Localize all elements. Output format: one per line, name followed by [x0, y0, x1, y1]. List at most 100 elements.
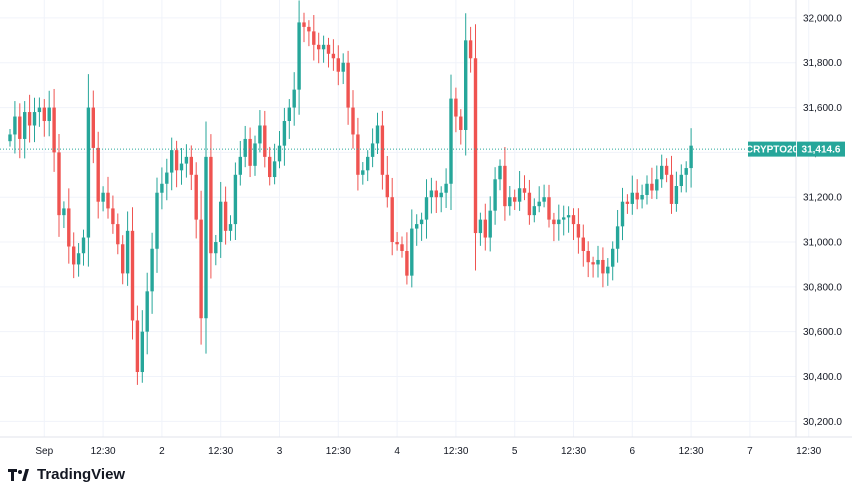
- candle: [282, 107, 287, 166]
- candle-body: [390, 197, 394, 243]
- candle: [125, 211, 130, 286]
- candle-body: [660, 165, 664, 180]
- symbol-tag-label: CRYPTO20: [746, 145, 799, 156]
- candle-body: [625, 201, 630, 204]
- candle: [336, 45, 340, 86]
- candle: [32, 97, 37, 143]
- candle: [596, 245, 600, 278]
- candle-body: [581, 237, 585, 251]
- candle-body: [429, 190, 434, 198]
- candle-body: [532, 206, 536, 216]
- candle: [615, 209, 620, 263]
- candle-body: [268, 156, 272, 178]
- candle: [444, 168, 448, 208]
- candle: [669, 155, 674, 214]
- candle: [674, 171, 679, 212]
- candle: [179, 148, 184, 185]
- time-tick-label: 12:30: [443, 446, 468, 457]
- candle-body: [488, 210, 492, 238]
- candle: [42, 99, 46, 137]
- candle-body: [508, 197, 512, 207]
- candle: [67, 188, 71, 264]
- candle-body: [302, 22, 306, 27]
- symbol-tag-bg: [748, 141, 796, 157]
- brand-name: TradingView: [37, 466, 126, 483]
- candle-body: [253, 143, 257, 166]
- candle-body: [160, 183, 164, 193]
- candle-body: [341, 62, 345, 72]
- candle: [390, 177, 394, 256]
- candle-body: [219, 201, 223, 243]
- candle: [23, 101, 27, 159]
- last-price-label: 31,414.6: [802, 145, 841, 156]
- candle-body: [468, 40, 473, 59]
- candle: [532, 198, 536, 223]
- candle-body: [503, 165, 507, 207]
- time-tick-label: 4: [394, 446, 400, 457]
- candle: [464, 13, 468, 156]
- candle: [508, 186, 512, 216]
- tradingview-logo-icon: [8, 468, 29, 481]
- candle: [395, 232, 399, 251]
- candle-body: [209, 156, 213, 254]
- candle-body: [37, 107, 42, 113]
- candle-body: [415, 224, 419, 229]
- candle-body: [400, 244, 404, 251]
- candle-body: [272, 161, 277, 178]
- time-tick-label: 12:30: [796, 446, 821, 457]
- candle: [566, 206, 571, 233]
- time-tick-label: 7: [747, 446, 753, 457]
- candle: [684, 161, 688, 193]
- candle: [630, 175, 634, 215]
- candle-body: [263, 125, 267, 157]
- candle-body: [679, 174, 683, 187]
- price-tick-label: 30,800.0: [803, 282, 842, 293]
- candle-body: [498, 165, 502, 180]
- time-tick-label: 6: [630, 446, 636, 457]
- candle-body: [101, 192, 105, 202]
- candle-body: [194, 174, 198, 220]
- candle: [581, 224, 585, 267]
- candle-body: [395, 242, 399, 245]
- candle-body: [326, 44, 331, 54]
- candle: [52, 88, 56, 172]
- candle: [571, 208, 576, 241]
- candle: [346, 50, 350, 125]
- candle: [116, 213, 120, 255]
- candle: [27, 94, 32, 143]
- price-tick-label: 31,000.0: [803, 238, 842, 249]
- candle: [223, 186, 228, 245]
- candle-body: [170, 150, 174, 173]
- candle: [498, 159, 502, 191]
- candle: [321, 35, 326, 63]
- candle: [576, 208, 581, 254]
- price-tick-label: 30,400.0: [803, 372, 842, 383]
- candle-body: [42, 107, 46, 122]
- candle-body: [356, 134, 360, 175]
- candle-body: [424, 197, 429, 220]
- time-axis[interactable]: Sep 12:30 2 12:30 3 12:30 4 12:30 5 12:30 6 12:30 7 1…: [35, 446, 852, 457]
- candle-body: [615, 226, 620, 249]
- candle: [473, 24, 478, 271]
- candle: [434, 180, 438, 214]
- time-tick-label: 12:30: [326, 446, 351, 457]
- candle: [326, 37, 331, 68]
- candle: [37, 97, 42, 127]
- candle-body: [116, 224, 120, 245]
- candle-body: [125, 230, 130, 274]
- candle: [81, 229, 86, 266]
- candle: [620, 187, 625, 241]
- candle: [380, 110, 385, 190]
- tradingview-brand[interactable]: TradingView: [8, 466, 125, 483]
- candle: [86, 74, 91, 267]
- candle-body: [434, 190, 438, 198]
- candle-body: [72, 246, 76, 265]
- candle-body: [243, 138, 247, 157]
- candle-body: [513, 197, 517, 202]
- candle: [189, 145, 193, 191]
- candle-body: [189, 156, 193, 175]
- candle-body: [165, 172, 169, 184]
- candle: [405, 232, 409, 285]
- time-tick-label: Sep: [35, 446, 53, 457]
